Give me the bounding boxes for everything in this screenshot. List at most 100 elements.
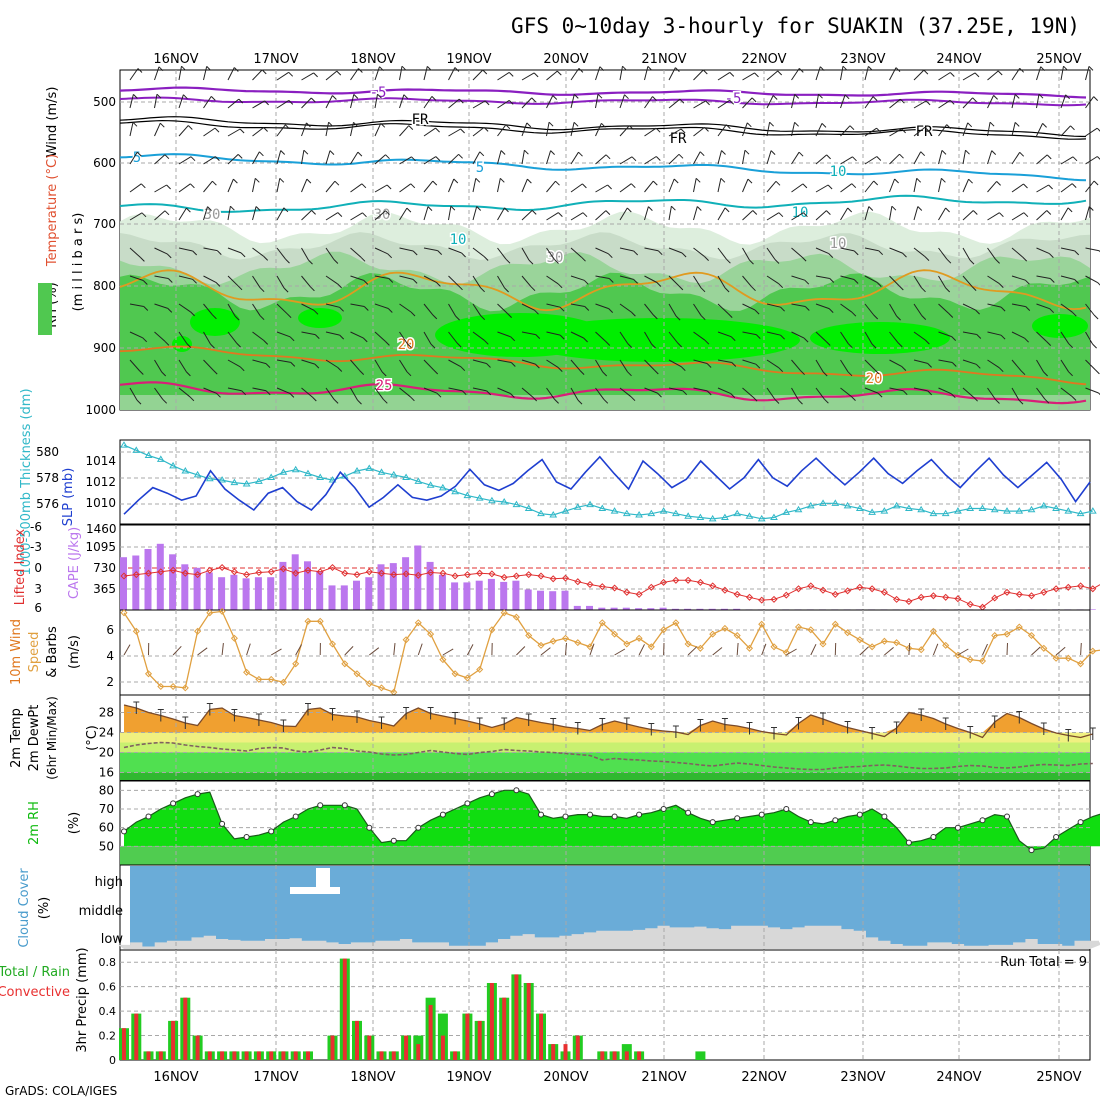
cape-bar — [622, 607, 630, 610]
date-label: 25NOV — [1036, 1070, 1081, 1085]
lifted-index-marker — [316, 568, 324, 576]
wind-barb — [154, 331, 166, 342]
wind-barb — [595, 123, 602, 137]
wind-barb-flag — [597, 93, 603, 99]
wind-barb — [154, 122, 161, 137]
surface-wind-barb — [295, 644, 302, 656]
wind-barb — [252, 247, 265, 257]
lifted-index-marker — [512, 572, 520, 580]
wind-speed-marker — [1064, 654, 1072, 662]
tick-label: 28 — [99, 706, 114, 720]
wind-barb-flag — [190, 311, 195, 317]
wind-barb — [815, 387, 825, 400]
wind-barb-flag — [190, 156, 196, 162]
lifted-index-marker — [574, 578, 582, 586]
wind-barb-flag — [436, 282, 441, 287]
wind-barb — [374, 66, 380, 81]
wind-barb-flag — [159, 122, 165, 128]
wind-barb-flag — [818, 93, 823, 99]
wind-speed-marker — [439, 656, 447, 664]
tick-label: 1012 — [85, 475, 116, 489]
ylabel-lifted-index: Lifted Index — [13, 528, 28, 605]
wind-barb — [570, 247, 582, 258]
wind-barb — [521, 210, 533, 221]
cape-bar — [169, 554, 177, 610]
thickness-marker — [806, 501, 815, 509]
wind-barb-flag — [458, 98, 464, 104]
cape-bar — [267, 577, 275, 610]
wind-barb-flag — [819, 66, 825, 72]
wind-barb — [840, 275, 855, 280]
wind-barb — [227, 206, 231, 221]
wind-barb-flag — [577, 399, 583, 405]
wind-barb — [791, 151, 800, 165]
wind-speed-marker — [328, 640, 337, 648]
wind-barb-flag — [207, 206, 212, 211]
date-label: 19NOV — [446, 1070, 491, 1085]
wind-barb — [717, 387, 732, 395]
wind-barb — [889, 331, 899, 344]
wind-barb-flag — [190, 183, 195, 189]
wind-speed-marker — [194, 627, 202, 635]
wind-barb-flag — [310, 286, 315, 292]
wind-barb-flag — [486, 363, 491, 368]
wind-barb — [399, 156, 412, 165]
wind-barb-flag — [377, 93, 382, 99]
wind-barb — [791, 183, 804, 193]
rh-marker — [292, 813, 299, 820]
ylabel-wind: Wind (m/s) — [45, 87, 60, 158]
wind-barb — [203, 206, 208, 221]
wind-speed-marker — [512, 613, 520, 621]
tick-label: 24 — [99, 726, 114, 740]
thickness-marker — [635, 510, 643, 518]
wind-barb — [717, 247, 727, 260]
wind-barb-flag — [925, 100, 931, 106]
wind-barb — [1011, 359, 1022, 372]
surface-wind-barb — [246, 643, 251, 656]
wind-barb-flag — [775, 180, 781, 186]
wind-barb-flag — [255, 206, 261, 211]
wind-barb-flag — [337, 367, 343, 372]
wind-barb — [766, 122, 771, 137]
wind-barb — [423, 303, 434, 316]
wind-barb-flag — [288, 100, 294, 105]
wind-barb — [962, 122, 969, 137]
precip-convective-bar — [256, 1051, 261, 1060]
lifted-index-marker — [488, 570, 496, 578]
surface-wind-barb — [614, 648, 626, 656]
wind-barb — [129, 183, 142, 193]
wind-barb — [227, 178, 234, 193]
wind-barb-flag — [729, 72, 735, 77]
wind-barb — [889, 178, 896, 193]
wind-barb-flag — [280, 150, 286, 155]
wind-barb-flag — [283, 207, 289, 213]
rh-marker — [170, 800, 177, 807]
wind-barb-flag — [794, 94, 800, 99]
wind-barb — [521, 359, 536, 365]
rh-blob — [172, 336, 192, 352]
rh-marker — [758, 811, 765, 818]
wind-barb — [521, 303, 535, 311]
wind-barb-flag — [751, 286, 756, 292]
wind-barb — [1085, 206, 1090, 221]
wind-barb-flag — [608, 308, 614, 313]
wind-barb — [987, 122, 991, 137]
wind-barb — [1011, 275, 1026, 281]
lifted-index-marker — [684, 576, 692, 584]
wind-speed-marker — [427, 630, 435, 638]
thickness-marker — [353, 467, 361, 474]
rh-fill — [120, 211, 1090, 410]
wind-barb — [350, 331, 364, 339]
wind-barb — [448, 331, 458, 344]
wind-barb-flag — [680, 128, 686, 134]
wind-barb-flag — [136, 151, 142, 157]
tick-label: 500 — [93, 95, 116, 109]
wind-barb-flag — [143, 306, 149, 311]
wind-speed-marker — [770, 643, 778, 651]
wind-barb — [840, 303, 853, 313]
wind-barb — [276, 207, 285, 221]
wind-barb — [570, 387, 579, 401]
wind-barb-flag — [746, 122, 752, 128]
wind-barb-flag — [554, 399, 559, 404]
wind-barb — [546, 95, 554, 109]
